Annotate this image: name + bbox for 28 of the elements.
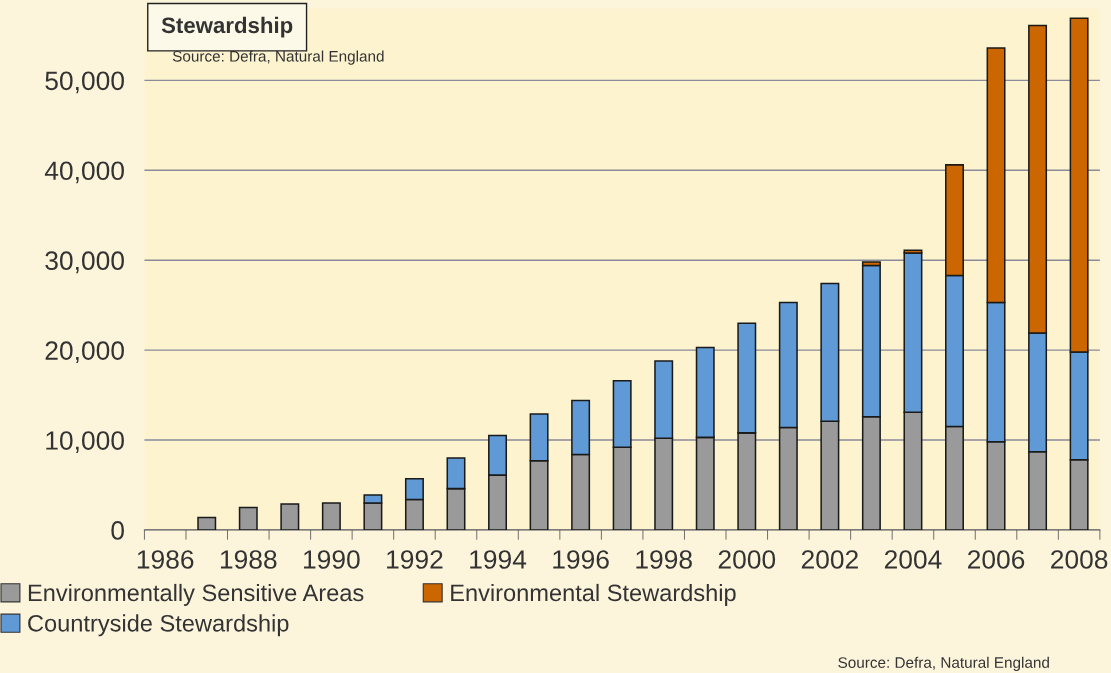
x-tick-label: 1998 (636, 550, 692, 569)
x-tick-label: 1990 (304, 550, 360, 569)
x-tick-label: 1986 (137, 550, 194, 569)
y-tick-label: 10,000 (46, 431, 124, 453)
x-tick-label: 2008 (1051, 550, 1108, 569)
bar (238, 506, 258, 530)
bar (280, 503, 300, 530)
y-tick-label: 0 (111, 521, 124, 540)
x-tick-label: 1992 (387, 550, 443, 569)
x-tick-label: 1994 (470, 550, 527, 569)
source-note: Source: Defra, Natural England (838, 656, 1049, 671)
x-tick-label: 2006 (968, 550, 1025, 569)
legend-label: Environmentally Sensitive Areas (28, 583, 364, 606)
y-tick-label: 20,000 (45, 341, 124, 364)
legend-label: Countryside Stewardship (28, 614, 289, 637)
x-tick-label: 1996 (553, 550, 609, 569)
y-tick-label: 40,000 (44, 161, 124, 184)
legend-label: Environmental Stewardship (451, 583, 736, 606)
chart-title: Stewardship (161, 16, 293, 38)
bar (321, 502, 341, 530)
annotation: Source: Defra, Natural England (172, 50, 384, 65)
y-tick-label: 30,000 (45, 251, 124, 274)
bar (197, 516, 217, 530)
x-tick-label: 2002 (801, 550, 858, 569)
x-tick-label: 1988 (220, 550, 277, 569)
x-tick-label: 2000 (718, 550, 776, 569)
y-tick-label: 50,000 (45, 71, 124, 94)
x-tick-label: 2004 (884, 550, 942, 569)
